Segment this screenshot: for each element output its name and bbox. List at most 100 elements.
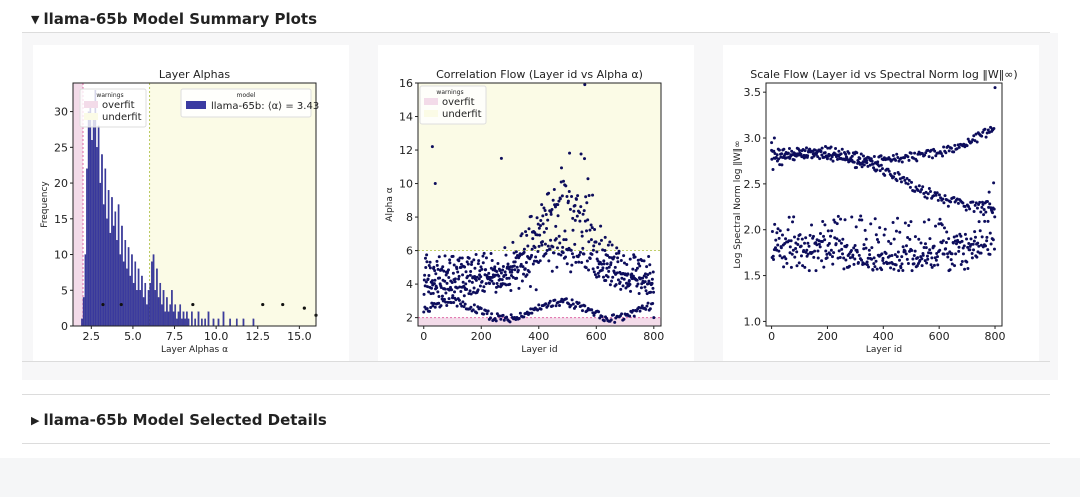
histogram-bar bbox=[117, 204, 120, 327]
scatter-point bbox=[511, 275, 515, 279]
scatter-point bbox=[425, 307, 429, 311]
scatter-point bbox=[872, 154, 876, 158]
scatter-point bbox=[837, 149, 841, 153]
scatter-point bbox=[620, 312, 624, 316]
scatter-point bbox=[528, 311, 532, 315]
scatter-point bbox=[584, 195, 588, 199]
scatter-point bbox=[976, 241, 980, 245]
scatter-point bbox=[921, 253, 925, 257]
collapse-triangle-icon[interactable]: ▼ bbox=[31, 12, 40, 26]
y-tick-label: 14 bbox=[399, 111, 413, 124]
scatter-point bbox=[794, 246, 798, 250]
scatter-point bbox=[930, 156, 934, 160]
scatter-point bbox=[891, 153, 895, 157]
scatter-point bbox=[901, 245, 905, 249]
scatter-point bbox=[578, 219, 582, 223]
expand-triangle-icon[interactable]: ▶ bbox=[31, 413, 40, 427]
details-section-header[interactable]: ▶ llama-65b Model Selected Details bbox=[31, 411, 327, 429]
y-tick-label: 30 bbox=[54, 106, 68, 119]
histogram-bar bbox=[201, 318, 203, 327]
scatter-point bbox=[966, 267, 970, 271]
scatter-point bbox=[959, 234, 963, 238]
scatter-point bbox=[988, 202, 992, 206]
scatter-point bbox=[820, 153, 824, 157]
scatter-point bbox=[452, 263, 456, 267]
x-tick-label: 200 bbox=[471, 330, 492, 343]
scatter-point bbox=[651, 302, 655, 306]
scatter-point bbox=[547, 191, 551, 195]
scatter-point bbox=[540, 243, 544, 247]
scatter-point bbox=[952, 150, 956, 154]
scatter-point bbox=[562, 238, 566, 242]
scatter-point bbox=[972, 134, 976, 138]
scatter-point bbox=[841, 237, 845, 241]
scatter-point bbox=[828, 252, 832, 256]
y-tick-label: 15 bbox=[54, 213, 68, 226]
scatter-point bbox=[941, 154, 945, 158]
scatter-point bbox=[992, 247, 996, 251]
scatter-point bbox=[981, 202, 985, 206]
scatter-point bbox=[516, 268, 520, 272]
scatter-point bbox=[492, 282, 496, 286]
scatter-point bbox=[825, 157, 829, 161]
scatter-point bbox=[865, 158, 869, 162]
correlation-flow-chart: Correlation Flow (Layer id vs Alpha α)0 2… bbox=[385, 68, 664, 355]
scatter-point bbox=[923, 259, 927, 263]
histogram-bar bbox=[124, 240, 127, 327]
scatter-point bbox=[854, 166, 858, 170]
scatter-point bbox=[839, 152, 843, 156]
histogram-bar bbox=[197, 311, 200, 327]
scatter-point bbox=[906, 155, 910, 159]
stray-point bbox=[261, 302, 265, 307]
scatter-point bbox=[636, 258, 640, 262]
scatter-point bbox=[560, 297, 564, 301]
scatter-point bbox=[880, 252, 884, 256]
scatter-point bbox=[527, 227, 531, 231]
scatter-point bbox=[468, 273, 472, 277]
scatter-point bbox=[927, 155, 931, 159]
scatter-point bbox=[855, 151, 859, 155]
scatter-point bbox=[977, 244, 981, 248]
scatter-point bbox=[856, 260, 860, 264]
summary-section-header[interactable]: ▼ llama-65b Model Summary Plots bbox=[31, 10, 317, 28]
scatter-point bbox=[632, 253, 636, 257]
histogram-bar bbox=[132, 282, 135, 327]
scatter-point bbox=[463, 302, 467, 306]
scatter-point bbox=[616, 256, 620, 260]
scatter-point bbox=[578, 211, 582, 215]
scatter-point bbox=[562, 179, 566, 183]
scatter-point bbox=[775, 153, 779, 157]
scatter-point bbox=[431, 304, 435, 308]
scatter-point bbox=[579, 304, 583, 308]
scatter-point bbox=[942, 145, 946, 149]
scatter-point bbox=[829, 248, 833, 252]
scatter-point bbox=[525, 233, 529, 237]
scatter-point bbox=[446, 300, 450, 304]
scatter-point bbox=[595, 250, 599, 254]
scatter-point bbox=[970, 256, 974, 260]
scatter-point bbox=[784, 237, 788, 241]
scatter-point bbox=[930, 265, 934, 269]
scatter-point bbox=[637, 305, 641, 309]
scatter-point bbox=[635, 278, 639, 282]
scatter-point bbox=[777, 249, 781, 253]
scatter-point bbox=[530, 253, 534, 257]
scatter-point bbox=[632, 314, 636, 318]
x-tick-label: 10.0 bbox=[204, 330, 229, 343]
scatter-point bbox=[598, 316, 602, 320]
scatter-point bbox=[541, 240, 545, 244]
scatter-point bbox=[895, 152, 899, 156]
scatter-point bbox=[892, 175, 896, 179]
scatter-point bbox=[545, 227, 549, 231]
scatter-point bbox=[932, 194, 936, 198]
scatter-point bbox=[914, 185, 918, 189]
histogram-bar bbox=[169, 304, 172, 327]
scatter-point bbox=[963, 204, 967, 208]
scatter-point bbox=[872, 262, 876, 266]
overfit-legend-label: overfit bbox=[102, 100, 135, 111]
scatter-point bbox=[573, 242, 577, 246]
scatter-point bbox=[565, 195, 569, 199]
scatter-point bbox=[470, 280, 474, 284]
scatter-point bbox=[596, 259, 600, 263]
scatter-point bbox=[645, 292, 649, 296]
